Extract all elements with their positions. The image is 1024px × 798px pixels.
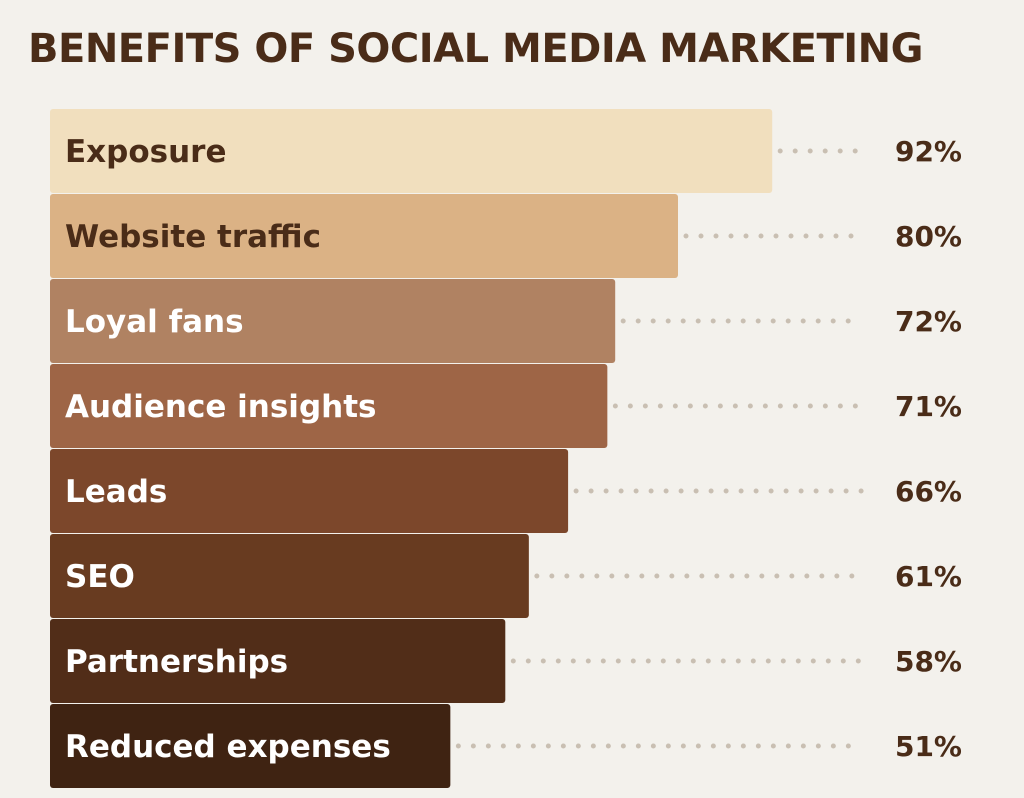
bar-website-traffic xyxy=(50,194,678,278)
value-label-reduced-expenses: 51% xyxy=(895,730,962,763)
bars-group: Exposure 92% Website traffic 80% Loyal fans 7… xyxy=(50,109,962,788)
chart-title: BENEFITS OF SOCIAL MEDIA MARKETING xyxy=(28,26,923,72)
category-label-seo: SEO xyxy=(65,559,135,595)
category-label-audience-insights: Audience insights xyxy=(65,389,376,425)
bar-audience-insights xyxy=(50,364,608,448)
bar-seo xyxy=(50,534,529,618)
value-label-partnerships: 58% xyxy=(895,645,962,678)
value-label-audience-insights: 71% xyxy=(895,390,962,423)
bar-reduced-expenses xyxy=(50,704,451,788)
value-label-exposure: 92% xyxy=(895,135,962,168)
bar-exposure xyxy=(50,109,773,193)
bar-leads xyxy=(50,449,569,533)
category-label-leads: Leads xyxy=(65,474,167,510)
category-label-exposure: Exposure xyxy=(65,134,227,170)
category-label-website-traffic: Website traffic xyxy=(65,219,321,255)
bar-partnerships xyxy=(50,619,506,703)
category-label-loyal-fans: Loyal fans xyxy=(65,304,244,340)
bar-loyal-fans xyxy=(50,279,616,363)
category-label-partnerships: Partnerships xyxy=(65,644,288,680)
value-label-loyal-fans: 72% xyxy=(895,305,962,338)
value-label-leads: 66% xyxy=(895,475,962,508)
value-label-seo: 61% xyxy=(895,560,962,593)
value-label-website-traffic: 80% xyxy=(895,220,962,253)
category-label-reduced-expenses: Reduced expenses xyxy=(65,729,391,765)
